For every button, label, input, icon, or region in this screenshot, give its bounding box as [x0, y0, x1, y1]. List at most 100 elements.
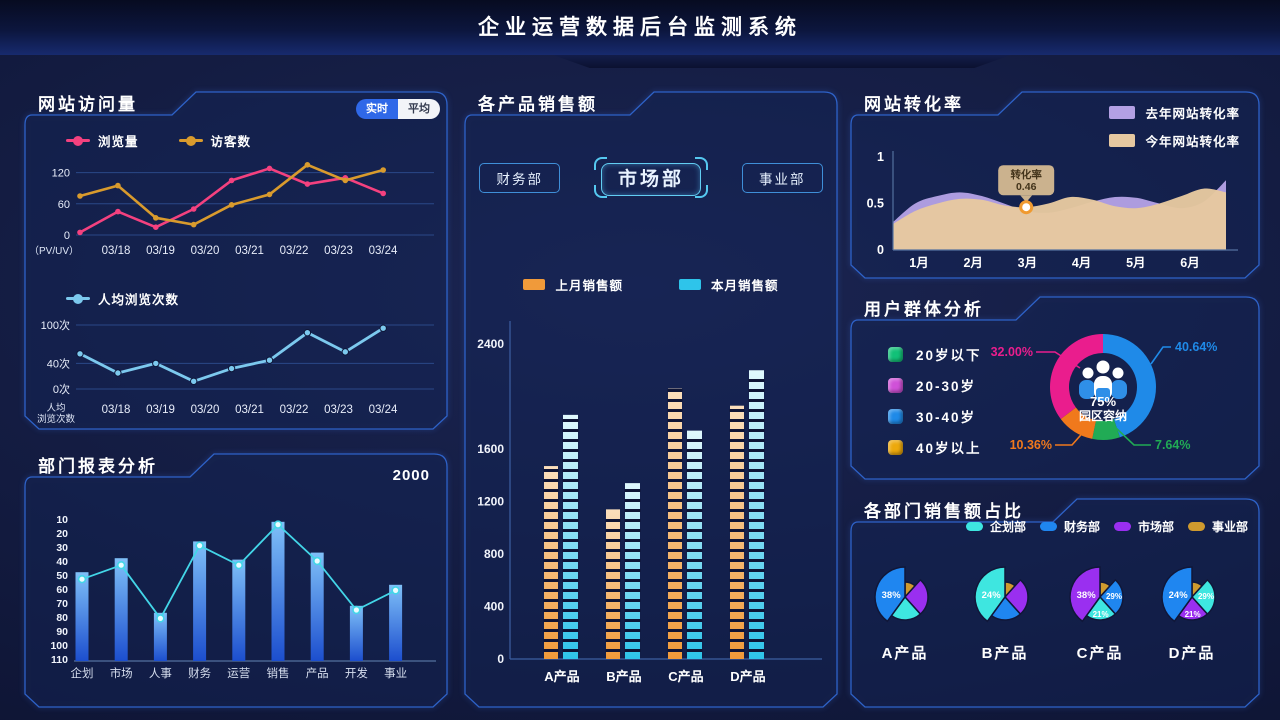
legend-label: 访客数	[210, 135, 252, 149]
legend-item-last-year[interactable]: 去年网站转化率	[1109, 103, 1240, 122]
per-capita-line-swatch	[66, 293, 90, 304]
svg-text:4月: 4月	[1072, 256, 1091, 270]
legend-product-sales: 上月销售额 本月销售额	[462, 275, 840, 294]
legend-label: 人均浏览次数	[98, 293, 180, 307]
legend-label: 企划部	[989, 520, 1026, 534]
legend-item-visitors[interactable]: 访客数	[178, 131, 252, 150]
finance-swatch	[1039, 522, 1057, 531]
legend-item-this-year[interactable]: 今年网站转化率	[1109, 131, 1240, 150]
svg-text:03/22: 03/22	[280, 404, 309, 416]
legend-item-market[interactable]: 市场部	[1113, 518, 1174, 535]
svg-text:6月: 6月	[1180, 256, 1199, 270]
svg-text:（PV/UV）: （PV/UV）	[29, 245, 79, 257]
svg-text:5月: 5月	[1126, 256, 1145, 270]
svg-text:80: 80	[56, 612, 68, 624]
svg-text:03/19: 03/19	[146, 404, 175, 416]
svg-text:38%: 38%	[1077, 590, 1097, 601]
legend-label: 上月销售额	[555, 279, 623, 293]
svg-text:10: 10	[56, 514, 68, 526]
user-groups-donut-chart: 75% 园区容纳 40.64% 7.64% 10.36% 32.00%	[848, 290, 1262, 482]
tab-business-dept[interactable]: 事业部	[742, 162, 823, 193]
legend-item-finance[interactable]: 财务部	[1039, 518, 1100, 535]
svg-text:110: 110	[51, 654, 68, 666]
svg-text:1月: 1月	[909, 256, 928, 270]
panel-title: 用户群体分析	[864, 300, 984, 319]
legend-item-30-40[interactable]: 30-40岁	[888, 406, 982, 426]
legend-dept-share: 企划部 财务部 市场部 事业部	[965, 518, 1248, 535]
legend-item-last-month[interactable]: 上月销售额	[523, 275, 623, 294]
legend-item-under-20[interactable]: 20岁以下	[888, 344, 982, 364]
over-40-swatch	[888, 439, 903, 455]
svg-text:29%: 29%	[1198, 592, 1214, 601]
svg-text:3月: 3月	[1018, 256, 1037, 270]
svg-text:事业: 事业	[384, 667, 407, 680]
panel-title: 各产品销售额	[478, 95, 598, 114]
svg-text:75%: 75%	[1090, 394, 1116, 409]
legend-item-business[interactable]: 事业部	[1187, 518, 1248, 535]
panel-title: 网站访问量	[38, 95, 138, 114]
legend-item-planning[interactable]: 企划部	[965, 518, 1026, 535]
toggle-realtime[interactable]: 实时	[356, 99, 398, 119]
legend-item-20-30[interactable]: 20-30岁	[888, 375, 982, 395]
panel-conversion-rate: 网站转化率 去年网站转化率 今年网站转化率 0 0.5 1 1月 2月 3月 4月 5月 6月 转…	[848, 85, 1262, 281]
svg-text:03/24: 03/24	[369, 245, 398, 257]
svg-text:03/21: 03/21	[235, 404, 264, 416]
legend-label: 事业部	[1211, 520, 1248, 534]
svg-text:21%: 21%	[1185, 610, 1201, 619]
panel-title: 网站转化率	[864, 95, 964, 114]
conversion-area-chart: 0 0.5 1 1月 2月 3月 4月 5月 6月 转化率 0.46	[856, 143, 1254, 277]
legend-label: 浏览量	[98, 135, 139, 149]
svg-text:03/18: 03/18	[102, 404, 131, 416]
legend-item-per-capita[interactable]: 人均浏览次数	[66, 289, 179, 308]
page-title: 企业运营数据后台监测系统	[478, 16, 802, 39]
panel-title: 各部门销售额占比	[864, 502, 1024, 521]
department-tabs: 财务部 市场部 事业部	[462, 157, 840, 198]
bracket-corner	[695, 185, 708, 198]
app-header: 企业运营数据后台监测系统	[0, 0, 1280, 55]
last-year-swatch	[1109, 106, 1136, 119]
svg-text:30: 30	[56, 542, 68, 554]
legend-item-this-month[interactable]: 本月销售额	[679, 275, 779, 294]
legend-item-pageviews[interactable]: 浏览量	[66, 131, 139, 150]
svg-text:0次: 0次	[53, 382, 70, 396]
tab-market-dept-label[interactable]: 市场部	[600, 163, 701, 196]
svg-text:市场: 市场	[110, 666, 133, 680]
svg-text:40.64%: 40.64%	[1175, 340, 1217, 354]
panel-website-visits: 网站访问量 实时 平均 浏览量 访客数 0 60 120 （PV/UV） 03/18 03…	[22, 85, 450, 432]
tab-finance-dept[interactable]: 财务部	[479, 162, 560, 193]
toggle-average[interactable]: 平均	[398, 99, 440, 119]
svg-text:产品: 产品	[306, 666, 329, 680]
legend-label: 40岁以上	[916, 441, 982, 456]
svg-text:100次: 100次	[41, 318, 70, 332]
header-ornament	[553, 55, 1011, 68]
realtime-average-toggle[interactable]: 实时 平均	[356, 99, 440, 119]
svg-text:销售: 销售	[267, 666, 290, 680]
svg-text:0: 0	[497, 652, 504, 666]
market-swatch	[1113, 522, 1131, 531]
dept-share-pie-charts: 38% 24% 29% 21% 38% 29% 21% 24%	[848, 492, 1262, 710]
svg-text:人事: 人事	[149, 667, 172, 680]
svg-text:1600: 1600	[477, 442, 504, 456]
svg-text:100: 100	[50, 640, 68, 652]
legend-user-groups: 20岁以下 20-30岁 30-40岁 40岁以上	[888, 344, 982, 457]
svg-text:03/21: 03/21	[235, 245, 264, 257]
under-20-swatch	[888, 346, 903, 362]
svg-text:21%: 21%	[1093, 610, 1109, 619]
legend-item-over-40[interactable]: 40岁以上	[888, 437, 982, 457]
panel-title: 部门报表分析	[38, 457, 158, 476]
svg-text:企划: 企划	[71, 666, 94, 680]
svg-text:A产品: A产品	[544, 669, 579, 684]
product-bar-chart: 0 400 800 1200 1600 2400 A产品 B产品 C产品 D产品	[470, 307, 834, 702]
bracket-corner	[695, 157, 708, 170]
svg-text:7.64%: 7.64%	[1155, 438, 1190, 452]
legend-visits: 浏览量 访客数	[66, 131, 251, 150]
svg-text:2400: 2400	[477, 337, 504, 351]
svg-text:29%: 29%	[1106, 592, 1122, 601]
last-month-swatch	[523, 279, 546, 290]
tab-market-dept[interactable]: 市场部	[593, 157, 708, 198]
legend-label: 20岁以下	[916, 348, 982, 363]
this-month-swatch	[679, 279, 701, 290]
legend-label: 去年网站转化率	[1145, 107, 1240, 121]
svg-text:03/22: 03/22	[280, 245, 309, 257]
